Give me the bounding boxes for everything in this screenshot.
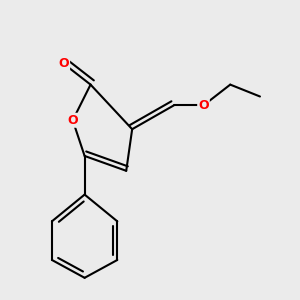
Text: O: O <box>68 114 78 127</box>
Text: O: O <box>58 57 69 70</box>
Text: O: O <box>198 99 209 112</box>
